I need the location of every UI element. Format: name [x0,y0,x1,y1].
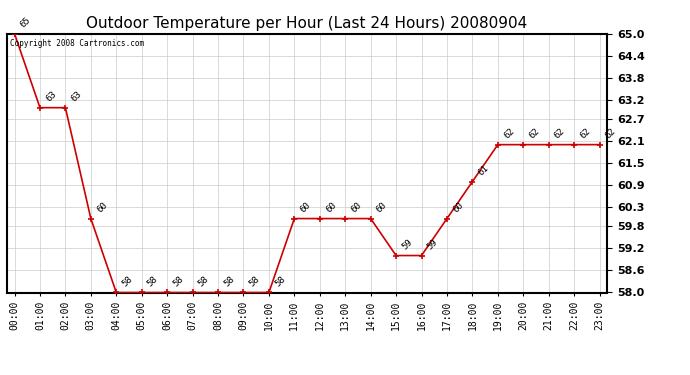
Text: 62: 62 [578,126,592,141]
Text: 60: 60 [324,201,338,214]
Text: 62: 62 [604,126,618,141]
Text: 65: 65 [19,16,32,30]
Text: 59: 59 [426,237,440,251]
Title: Outdoor Temperature per Hour (Last 24 Hours) 20080904: Outdoor Temperature per Hour (Last 24 Ho… [86,16,528,31]
Text: 63: 63 [70,90,83,104]
Text: 60: 60 [299,201,313,214]
Text: 62: 62 [527,126,542,141]
Text: 61: 61 [477,164,491,177]
Text: 60: 60 [375,201,388,214]
Text: 58: 58 [222,274,236,288]
Text: 60: 60 [451,201,465,214]
Text: 59: 59 [400,237,414,251]
Text: 62: 62 [502,126,516,141]
Text: 60: 60 [349,201,364,214]
Text: 58: 58 [273,274,287,288]
Text: 58: 58 [121,274,135,288]
Text: 63: 63 [44,90,58,104]
Text: Copyright 2008 Cartronics.com: Copyright 2008 Cartronics.com [10,39,144,48]
Text: 58: 58 [197,274,210,288]
Text: 58: 58 [248,274,262,288]
Text: 58: 58 [146,274,160,288]
Text: 60: 60 [95,201,109,214]
Text: 62: 62 [553,126,566,141]
Text: 58: 58 [171,274,186,288]
